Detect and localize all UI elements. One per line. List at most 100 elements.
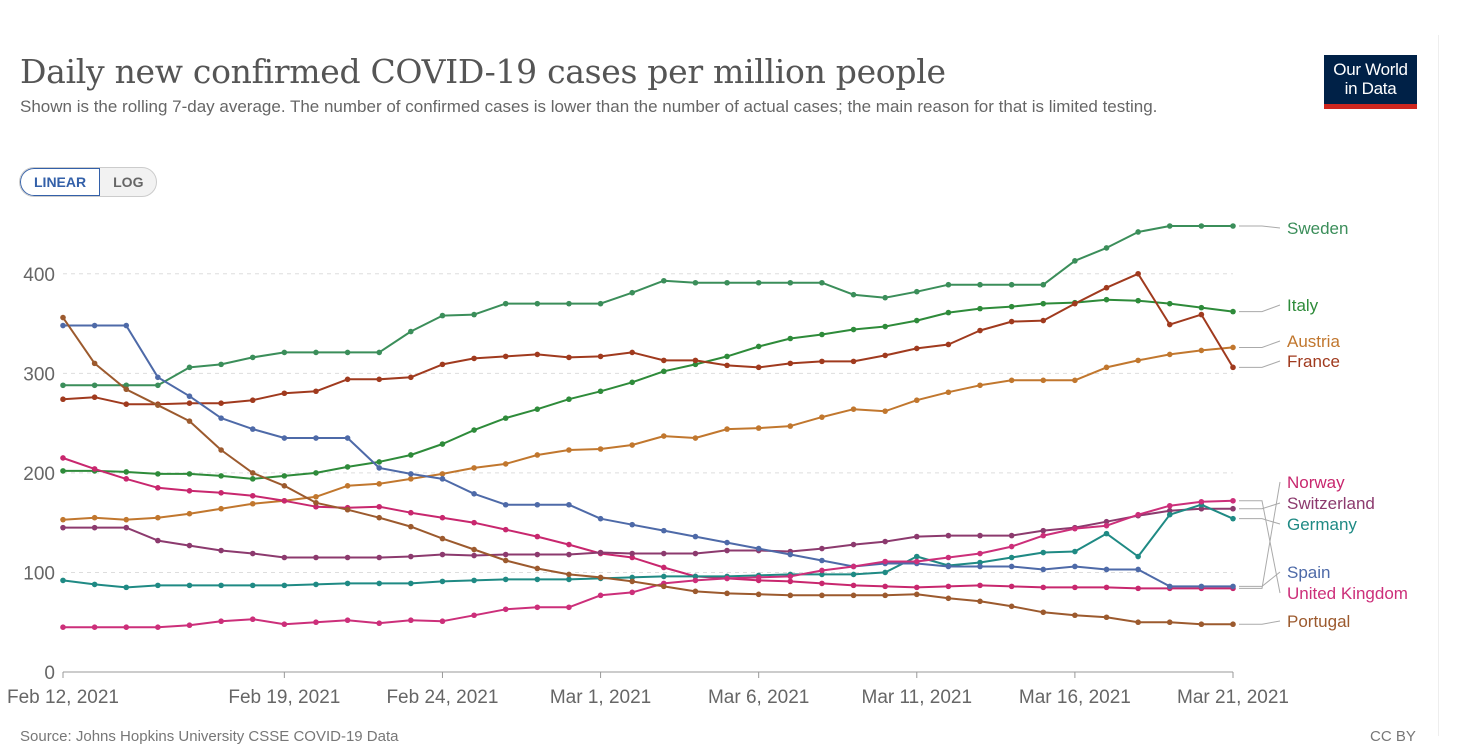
source-note: Source: Johns Hopkins University CSSE CO…	[20, 728, 399, 745]
data-point-switzerland	[313, 554, 319, 561]
data-point-italy	[471, 427, 477, 433]
data-point-italy	[1008, 303, 1015, 310]
data-point-france	[566, 354, 572, 361]
data-point-italy	[408, 452, 414, 458]
data-point-portugal	[629, 578, 635, 585]
legend-connector	[1239, 481, 1281, 589]
data-point-switzerland	[629, 550, 635, 557]
data-point-germany	[1166, 511, 1173, 518]
data-point-switzerland	[1198, 505, 1205, 512]
data-point-italy	[850, 326, 857, 333]
data-point-italy	[123, 469, 130, 475]
data-point-portugal	[787, 592, 794, 599]
data-point-sweden	[692, 279, 699, 286]
data-point-norway	[313, 503, 319, 510]
data-point-spain	[1040, 566, 1047, 573]
data-point-united-kingdom	[913, 558, 920, 565]
data-point-germany	[186, 582, 193, 589]
data-point-united-kingdom	[408, 617, 414, 624]
data-point-sweden	[787, 279, 794, 286]
data-point-france	[218, 400, 224, 406]
data-point-sweden	[502, 300, 509, 307]
data-point-spain	[724, 539, 730, 546]
data-point-germany	[692, 573, 699, 580]
data-point-sweden	[534, 300, 541, 307]
data-point-united-kingdom	[692, 577, 699, 584]
log-scale-button[interactable]: LOG	[113, 174, 144, 190]
linear-scale-button[interactable]: LINEAR	[20, 168, 101, 196]
series-line-norway	[62, 457, 1233, 590]
data-point-germany	[534, 576, 541, 583]
legend-label-spain: Spain	[1287, 563, 1330, 582]
data-point-france	[1072, 300, 1078, 307]
license-link[interactable]: CC BY	[1370, 728, 1416, 745]
data-point-switzerland	[155, 537, 161, 544]
data-point-spain	[408, 471, 414, 477]
data-point-switzerland	[724, 547, 730, 554]
data-point-austria	[945, 389, 952, 396]
data-point-sweden	[249, 354, 256, 361]
data-point-austria	[60, 516, 66, 523]
data-point-sweden	[218, 361, 224, 368]
data-point-italy	[439, 441, 446, 447]
data-point-spain	[945, 563, 952, 570]
data-point-germany	[313, 581, 319, 588]
data-point-norway	[123, 476, 130, 482]
data-point-italy	[155, 471, 161, 477]
data-point-united-kingdom	[1230, 497, 1236, 504]
data-point-austria	[186, 510, 193, 517]
data-point-france	[502, 353, 509, 360]
data-point-norway	[629, 554, 635, 561]
data-point-portugal	[1008, 603, 1015, 610]
data-point-austria	[439, 471, 446, 477]
data-point-switzerland	[281, 554, 288, 561]
data-point-switzerland	[502, 551, 509, 558]
data-point-united-kingdom	[186, 622, 193, 629]
data-point-sweden	[977, 281, 983, 288]
data-point-france	[977, 327, 983, 334]
data-point-austria	[977, 382, 983, 389]
data-point-germany	[471, 577, 477, 584]
data-point-united-kingdom	[91, 624, 98, 630]
data-point-germany	[1135, 553, 1141, 560]
data-point-austria	[91, 514, 98, 521]
data-point-france	[724, 362, 730, 369]
data-point-france	[755, 364, 762, 371]
owid-logo[interactable]: Our World in Data	[1324, 55, 1417, 109]
data-point-france	[91, 394, 98, 401]
data-point-norway	[502, 526, 509, 533]
data-point-france	[186, 400, 193, 406]
data-point-france	[313, 388, 319, 395]
data-point-spain	[471, 490, 477, 497]
legend-connector	[1239, 340, 1281, 348]
data-point-united-kingdom	[502, 606, 509, 613]
data-point-switzerland	[1166, 507, 1173, 514]
data-point-switzerland	[218, 547, 224, 554]
data-point-norway	[787, 578, 794, 585]
series-line-switzerland	[63, 507, 1233, 559]
data-point-italy	[945, 309, 952, 316]
data-point-italy	[376, 459, 383, 465]
legend-connector	[1239, 500, 1281, 594]
data-point-austria	[123, 516, 130, 523]
series-line-austria	[62, 346, 1234, 521]
data-point-germany	[60, 577, 66, 584]
data-point-switzerland	[123, 524, 130, 531]
data-point-switzerland	[1103, 518, 1110, 525]
data-point-norway	[882, 583, 888, 590]
data-point-portugal	[123, 386, 130, 393]
data-point-italy	[218, 473, 224, 479]
data-point-germany	[850, 571, 857, 578]
data-point-spain	[755, 545, 762, 552]
data-point-norway	[534, 533, 541, 540]
data-point-germany	[281, 582, 288, 589]
data-point-austria	[692, 435, 699, 441]
data-point-italy	[1040, 300, 1047, 307]
data-point-austria	[1166, 351, 1173, 358]
data-point-spain	[1008, 563, 1015, 570]
data-point-italy	[977, 305, 983, 312]
data-point-norway	[945, 583, 952, 590]
data-point-portugal	[882, 592, 888, 599]
data-point-france	[1230, 364, 1236, 371]
data-point-spain	[1135, 566, 1141, 573]
